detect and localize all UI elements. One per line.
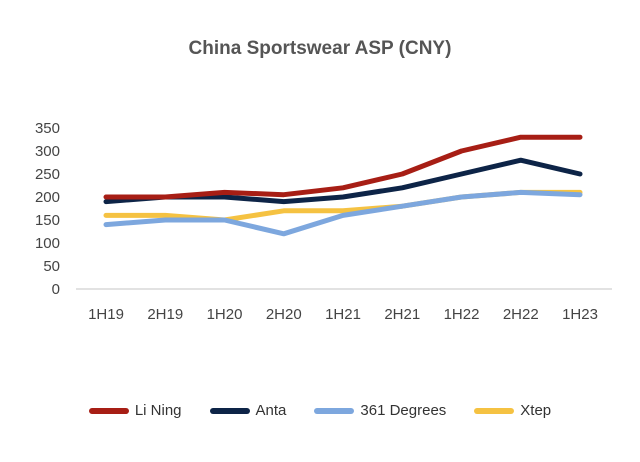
y-tick-label: 250 [35, 166, 60, 183]
y-tick-label: 150 [35, 212, 60, 229]
legend-swatch [88, 407, 129, 414]
legend-item: Anta [209, 402, 287, 419]
y-tick-label: 350 [35, 120, 60, 137]
legend-item: Xtep [474, 402, 551, 419]
legend-swatch [474, 407, 515, 414]
legend-label: 361 Degrees [360, 402, 447, 419]
x-tick-label: 2H19 [147, 306, 183, 323]
x-tick-label: 1H21 [325, 306, 361, 323]
series-line-li-ning [103, 134, 583, 200]
legend-label: Anta [255, 402, 287, 419]
x-tick-label: 2H22 [503, 306, 539, 323]
x-tick-label: 1H23 [562, 306, 598, 323]
legend-item: 361 Degrees [314, 402, 446, 419]
x-tick-label: 2H21 [384, 306, 420, 323]
legend-label: Li Ning [134, 402, 182, 419]
y-tick-label: 50 [43, 258, 60, 275]
series-line-361-degrees [103, 189, 583, 237]
x-tick-label: 1H20 [207, 306, 243, 323]
legend: Li Ning Anta 361 Degrees Xtep [0, 402, 640, 419]
x-tick-label: 1H19 [88, 306, 124, 323]
legend-swatch [209, 407, 250, 414]
legend-item: Li Ning [88, 402, 182, 419]
chart-title: China Sportswear ASP (CNY) [188, 38, 452, 59]
legend-label: Xtep [520, 402, 552, 419]
legend-swatch [314, 407, 355, 414]
x-tick-label: 2H20 [266, 306, 302, 323]
y-tick-label: 100 [35, 235, 60, 252]
y-tick-label: 200 [35, 189, 60, 206]
x-tick-label: 1H22 [444, 306, 480, 323]
y-tick-label: 0 [52, 281, 60, 298]
y-tick-label: 300 [35, 143, 60, 160]
